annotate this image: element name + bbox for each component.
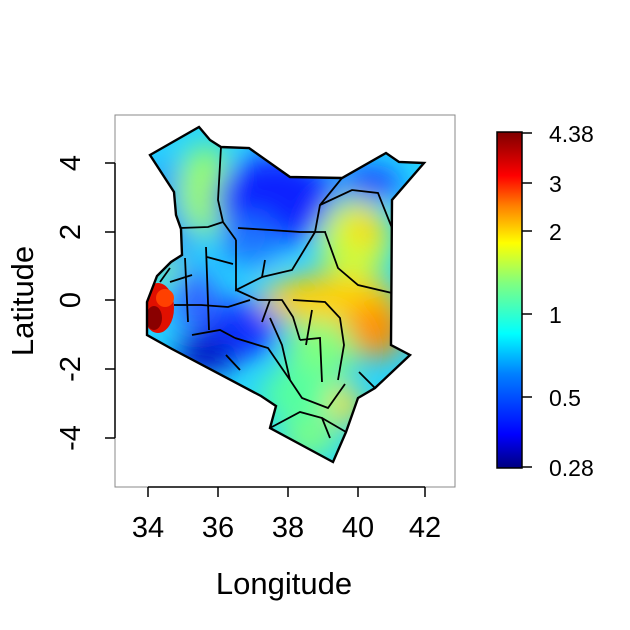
- x-tick-label: 38: [272, 512, 304, 544]
- x-axis-title: Longitude: [216, 566, 352, 601]
- color-legend-bar: [496, 131, 523, 469]
- y-tick-label: -2: [55, 356, 87, 382]
- y-tick-label: 4: [55, 155, 87, 171]
- legend-label: 0.28: [549, 455, 594, 481]
- x-tick-label: 40: [342, 512, 374, 544]
- x-tick-label: 34: [132, 512, 164, 544]
- y-tick-label: 0: [55, 292, 87, 308]
- x-axis: [147, 486, 426, 497]
- y-tick-label: 2: [55, 224, 87, 240]
- legend-label: 1: [549, 302, 562, 328]
- y-axis: [105, 162, 116, 439]
- legend-label: 0.5: [549, 385, 581, 411]
- x-tick-label: 36: [202, 512, 234, 544]
- county-boundaries: [159, 146, 393, 439]
- legend-label: 2: [549, 219, 562, 245]
- kenya-boundary: [145, 125, 427, 464]
- legend-label: 4.38: [549, 121, 594, 147]
- x-tick-label: 42: [409, 512, 441, 544]
- y-axis-title: Latitude: [5, 246, 40, 356]
- y-tick-label: -4: [55, 425, 87, 451]
- color-legend-ticks: [522, 132, 532, 468]
- legend-label: 3: [549, 171, 562, 197]
